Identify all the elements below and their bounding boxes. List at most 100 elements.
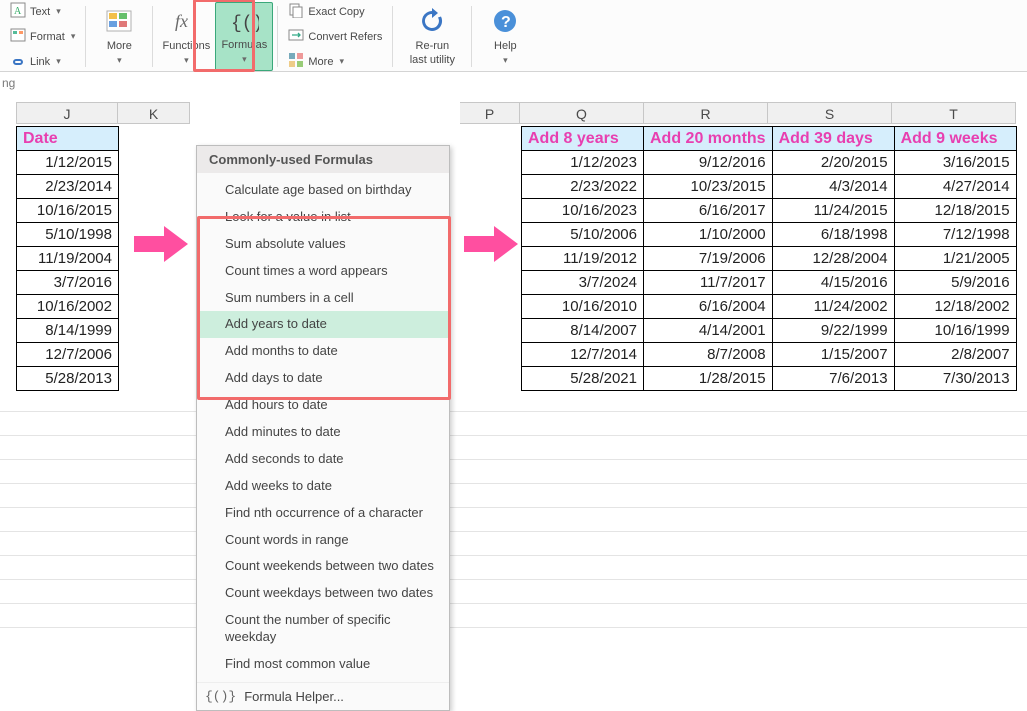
cell[interactable]: 11/19/2004 bbox=[17, 247, 119, 271]
cell[interactable]: 12/7/2006 bbox=[17, 343, 119, 367]
left-header[interactable]: Date bbox=[17, 127, 119, 151]
cell[interactable]: 5/10/1998 bbox=[17, 223, 119, 247]
cell[interactable]: 1/28/2015 bbox=[644, 367, 773, 391]
text-button[interactable]: A Text▾ bbox=[6, 0, 79, 23]
col-K[interactable]: K bbox=[118, 102, 190, 124]
help-label: Help bbox=[494, 40, 517, 52]
cell[interactable]: 10/16/1999 bbox=[894, 319, 1016, 343]
cell[interactable]: 5/9/2016 bbox=[894, 271, 1016, 295]
dd-item[interactable]: Add weeks to date bbox=[197, 473, 449, 500]
col-T[interactable]: T bbox=[892, 102, 1016, 124]
cell[interactable]: 9/12/2016 bbox=[644, 151, 773, 175]
dd-item[interactable]: Add minutes to date bbox=[197, 419, 449, 446]
col-Q[interactable]: Q bbox=[520, 102, 644, 124]
dd-item[interactable]: Add seconds to date bbox=[197, 446, 449, 473]
cell[interactable]: 10/23/2015 bbox=[644, 175, 773, 199]
cell[interactable]: 3/16/2015 bbox=[894, 151, 1016, 175]
cell[interactable]: 7/6/2013 bbox=[772, 367, 894, 391]
more2-button[interactable]: More▾ bbox=[284, 50, 386, 73]
cell[interactable]: 2/23/2022 bbox=[522, 175, 644, 199]
cell[interactable]: 7/19/2006 bbox=[644, 247, 773, 271]
dd-item[interactable]: Count times a word appears bbox=[197, 258, 449, 285]
dd-item[interactable]: Add years to date bbox=[197, 311, 449, 338]
cell[interactable]: 12/28/2004 bbox=[772, 247, 894, 271]
dd-item[interactable]: Sum absolute values bbox=[197, 231, 449, 258]
help-button[interactable]: ? Help ▾ bbox=[476, 2, 534, 71]
dd-item[interactable]: Add months to date bbox=[197, 338, 449, 365]
cell[interactable]: 4/3/2014 bbox=[772, 175, 894, 199]
cell[interactable]: 6/18/1998 bbox=[772, 223, 894, 247]
rerun-button[interactable]: Re-run last utility bbox=[397, 2, 467, 71]
cell[interactable]: 5/10/2006 bbox=[522, 223, 644, 247]
dd-item[interactable]: Count the number of specific weekday bbox=[197, 607, 449, 651]
cell[interactable]: 2/23/2014 bbox=[17, 175, 119, 199]
dd-item[interactable]: Count words in range bbox=[197, 527, 449, 554]
cell[interactable]: 9/22/1999 bbox=[772, 319, 894, 343]
link-button[interactable]: Link▾ bbox=[6, 50, 79, 73]
col-J[interactable]: J bbox=[16, 102, 118, 124]
cell[interactable]: 3/7/2024 bbox=[522, 271, 644, 295]
ribbon-separator bbox=[392, 6, 393, 67]
cell[interactable]: 11/7/2017 bbox=[644, 271, 773, 295]
chevron-down-icon: ▾ bbox=[339, 56, 344, 67]
right-header[interactable]: Add 20 months bbox=[644, 127, 773, 151]
dropdown-list: Calculate age based on birthday Look for… bbox=[197, 173, 449, 682]
cell[interactable]: 11/24/2015 bbox=[772, 199, 894, 223]
cell[interactable]: 1/10/2000 bbox=[644, 223, 773, 247]
ribbon-separator bbox=[85, 6, 86, 67]
cell[interactable]: 10/16/2010 bbox=[522, 295, 644, 319]
dd-item[interactable]: Find most common value bbox=[197, 651, 449, 678]
cell[interactable]: 6/16/2017 bbox=[644, 199, 773, 223]
right-header[interactable]: Add 8 years bbox=[522, 127, 644, 151]
dd-item[interactable]: Count weekdays between two dates bbox=[197, 580, 449, 607]
cell[interactable]: 2/8/2007 bbox=[894, 343, 1016, 367]
right-header[interactable]: Add 9 weeks bbox=[894, 127, 1016, 151]
cell[interactable]: 8/14/2007 bbox=[522, 319, 644, 343]
cell[interactable]: 12/18/2002 bbox=[894, 295, 1016, 319]
col-R[interactable]: R bbox=[644, 102, 768, 124]
cell[interactable]: 4/14/2001 bbox=[644, 319, 773, 343]
cell[interactable]: 8/7/2008 bbox=[644, 343, 773, 367]
dd-item[interactable]: Find nth occurrence of a character bbox=[197, 500, 449, 527]
cell[interactable]: 10/16/2015 bbox=[17, 199, 119, 223]
dd-item[interactable]: Sum numbers in a cell bbox=[197, 285, 449, 312]
formulas-button[interactable]: {()} Formulas ▾ bbox=[215, 2, 273, 71]
cell[interactable]: 12/7/2014 bbox=[522, 343, 644, 367]
text-label: Text bbox=[30, 6, 50, 18]
dd-item[interactable]: Count weekends between two dates bbox=[197, 553, 449, 580]
cell[interactable]: 4/15/2016 bbox=[772, 271, 894, 295]
cell[interactable]: 5/28/2013 bbox=[17, 367, 119, 391]
cell[interactable]: 2/20/2015 bbox=[772, 151, 894, 175]
cell[interactable]: 12/18/2015 bbox=[894, 199, 1016, 223]
svg-text:fx: fx bbox=[175, 11, 188, 31]
cell[interactable]: 6/16/2004 bbox=[644, 295, 773, 319]
cell[interactable]: 7/12/1998 bbox=[894, 223, 1016, 247]
col-S[interactable]: S bbox=[768, 102, 892, 124]
cell[interactable]: 11/24/2002 bbox=[772, 295, 894, 319]
col-P[interactable]: P bbox=[460, 102, 520, 124]
exact-copy-button[interactable]: Exact Copy bbox=[284, 0, 386, 23]
dd-item[interactable]: Calculate age based on birthday bbox=[197, 177, 449, 204]
cell[interactable]: 11/19/2012 bbox=[522, 247, 644, 271]
sheet-area: J K P Q R S T Date 1/12/2015 2/23/2014 1… bbox=[0, 72, 1027, 563]
functions-button[interactable]: fx Functions ▾ bbox=[157, 2, 215, 71]
cell[interactable]: 7/30/2013 bbox=[894, 367, 1016, 391]
cell[interactable]: 1/21/2005 bbox=[894, 247, 1016, 271]
dd-item[interactable]: Look for a value in list bbox=[197, 204, 449, 231]
cell[interactable]: 1/15/2007 bbox=[772, 343, 894, 367]
cell[interactable]: 1/12/2023 bbox=[522, 151, 644, 175]
cell[interactable]: 10/16/2002 bbox=[17, 295, 119, 319]
cell[interactable]: 3/7/2016 bbox=[17, 271, 119, 295]
dd-item[interactable]: Add hours to date bbox=[197, 392, 449, 419]
dd-item[interactable]: Add days to date bbox=[197, 365, 449, 392]
cell[interactable]: 5/28/2021 bbox=[522, 367, 644, 391]
more-button[interactable]: More ▾ bbox=[90, 2, 148, 71]
cell[interactable]: 1/12/2015 bbox=[17, 151, 119, 175]
format-button[interactable]: Format▾ bbox=[6, 25, 79, 48]
convert-refers-button[interactable]: Convert Refers bbox=[284, 25, 386, 48]
formula-helper-button[interactable]: {()} Formula Helper... bbox=[197, 682, 449, 710]
right-header[interactable]: Add 39 days bbox=[772, 127, 894, 151]
cell[interactable]: 8/14/1999 bbox=[17, 319, 119, 343]
cell[interactable]: 10/16/2023 bbox=[522, 199, 644, 223]
cell[interactable]: 4/27/2014 bbox=[894, 175, 1016, 199]
